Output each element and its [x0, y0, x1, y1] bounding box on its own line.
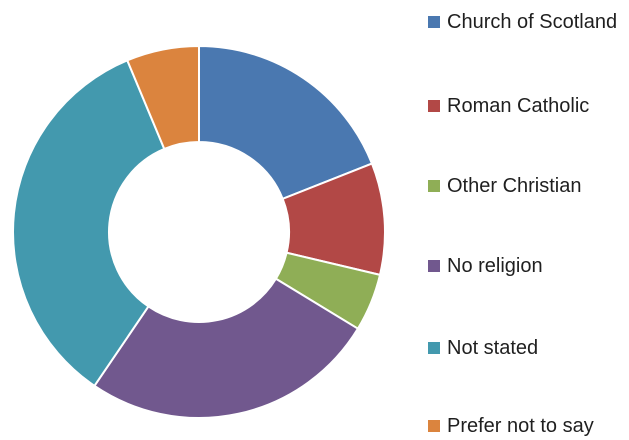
legend-swatch-not-stated — [428, 342, 440, 354]
legend-item-roman-catholic: Roman Catholic — [428, 92, 623, 120]
legend-label-roman-catholic: Roman Catholic — [447, 95, 590, 117]
legend-item-not-stated: Not stated — [428, 334, 623, 362]
donut-slice-no-religion — [93, 277, 360, 419]
legend-label-church-of-scotland: Church of Scotland — [447, 11, 618, 33]
donut-slice-church-of-scotland — [198, 44, 374, 201]
legend-label-other-christian: Other Christian — [447, 175, 582, 197]
donut-slice-not-stated — [12, 59, 166, 388]
legend-swatch-roman-catholic — [428, 100, 440, 112]
legend-swatch-prefer-not-to-say — [428, 420, 440, 432]
donut-slice-prefer-not-to-say — [125, 44, 200, 151]
legend-swatch-church-of-scotland — [428, 16, 440, 28]
legend-label-prefer-not-to-say: Prefer not to say — [447, 415, 594, 437]
legend-item-other-christian: Other Christian — [428, 172, 623, 200]
legend-label-no-religion: No religion — [447, 255, 543, 277]
donut-chart-svg — [12, 44, 386, 419]
legend-swatch-no-religion — [428, 260, 440, 272]
legend-label-not-stated: Not stated — [447, 337, 539, 359]
legend-item-prefer-not-to-say: Prefer not to say — [428, 412, 623, 440]
legend-item-no-religion: No religion — [428, 252, 623, 280]
legend-item-church-of-scotland: Church of Scotland — [428, 8, 623, 36]
chart-legend: Church of Scotland Roman Catholic Other … — [428, 0, 628, 438]
legend-swatch-other-christian — [428, 180, 440, 192]
